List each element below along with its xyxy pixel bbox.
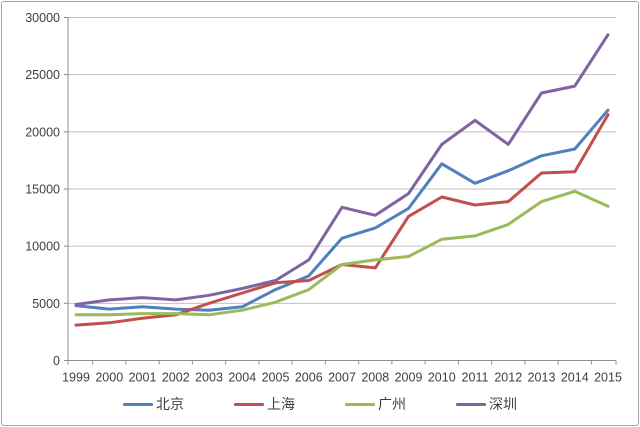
x-axis-label: 2013 [528,371,556,385]
x-axis-label: 1999 [62,371,90,385]
y-axis-label: 0 [53,354,60,368]
legend-label-shanghai: 上海 [267,396,295,412]
x-axis-label: 2006 [295,371,323,385]
legend-item-beijing[interactable]: 北京 [123,394,184,414]
series-line-2 [74,189,610,317]
x-axis-label: 2015 [594,371,622,385]
series-line-0 [74,108,610,312]
legend-line-sample-shenzhen [456,402,486,406]
legend-line-sample-guangzhou [345,402,375,406]
x-axis-label: 2001 [129,371,157,385]
y-axis-label: 20000 [25,125,60,139]
legend-item-shanghai[interactable]: 上海 [234,394,295,414]
x-axis-label: 2004 [228,371,256,385]
y-axis-label: 30000 [25,11,60,25]
x-axis-label: 2000 [95,371,123,385]
legend-item-guangzhou[interactable]: 广州 [345,394,406,414]
legend-item-shenzhen[interactable]: 深圳 [456,394,517,414]
y-axis-label: 15000 [25,183,60,197]
legend-label-guangzhou: 广州 [378,396,406,412]
x-axis-label: 2002 [162,371,190,385]
legend-line-sample-shanghai [234,402,264,406]
legend: 北京 上海 广州 深圳 [2,394,638,414]
x-axis-label: 2010 [428,371,456,385]
legend-label-shenzhen: 深圳 [489,396,517,412]
series-line-1 [74,113,610,327]
x-axis-label: 2012 [494,371,522,385]
series-line-3 [74,33,610,306]
x-axis-label: 2005 [262,371,290,385]
legend-label-beijing: 北京 [156,396,184,412]
y-axis-label: 10000 [25,240,60,254]
legend-line-sample-beijing [123,402,153,406]
x-axis-label: 2011 [462,371,489,385]
x-axis-label: 2014 [561,371,589,385]
x-axis-label: 2009 [395,371,423,385]
y-axis-label: 25000 [25,68,60,82]
x-axis-label: 2003 [195,371,223,385]
x-axis-label: 2008 [361,371,389,385]
x-axis-label: 2007 [328,371,356,385]
y-axis-label: 5000 [32,297,60,311]
